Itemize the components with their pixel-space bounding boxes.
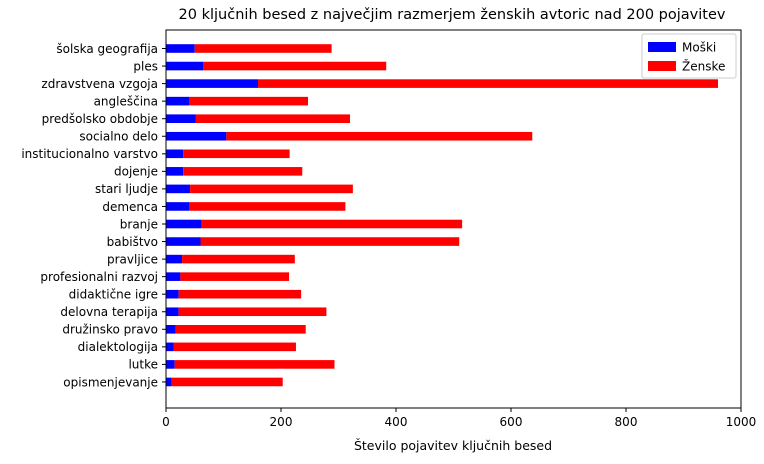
bar-moski (166, 289, 179, 299)
x-tick-label: 800 (615, 415, 638, 429)
bar-moski (166, 44, 195, 53)
x-tick-label: 600 (500, 415, 523, 429)
bar-moski (166, 219, 202, 229)
bar-moski (166, 272, 181, 281)
bar-moski (166, 325, 176, 334)
bar-moski (166, 202, 189, 211)
x-tick-label: 400 (385, 415, 408, 429)
bar-zenske (203, 61, 387, 71)
legend-label: Moški (682, 41, 716, 55)
bar-moski (166, 377, 172, 387)
bar-zenske (195, 114, 350, 123)
bar-moski (166, 61, 204, 71)
x-tick-label: 0 (162, 415, 170, 429)
bar-zenske (183, 167, 303, 176)
bar-zenske (226, 131, 533, 141)
bar-zenske (175, 325, 306, 334)
bar-moski (166, 237, 201, 246)
y-tick-label: didaktične igre (69, 288, 158, 302)
bar-moski (166, 307, 179, 317)
bar-moski (166, 79, 258, 88)
bar-zenske (189, 96, 309, 106)
y-tick-label: pravljice (107, 252, 158, 266)
bar-zenske (180, 272, 290, 281)
bar-zenske (171, 377, 283, 387)
bar-zenske (178, 307, 327, 317)
y-tick-label: predšolsko obdobje (42, 112, 158, 126)
bar-zenske (174, 360, 335, 369)
y-tick-label: dojenje (114, 165, 158, 179)
y-tick-label: dialektologija (78, 340, 158, 354)
y-tick-label: ples (133, 59, 158, 73)
y-tick-label: branje (120, 217, 158, 231)
y-tick-label: babištvo (107, 235, 158, 249)
plot-frame (165, 29, 742, 409)
bar-moski (166, 342, 174, 352)
bar-zenske (178, 289, 302, 299)
x-tick-label: 200 (270, 415, 293, 429)
bar-zenske (182, 254, 295, 264)
legend-swatch (648, 42, 676, 52)
bar-zenske (258, 79, 718, 88)
y-tick-label: institucionalno varstvo (21, 147, 158, 161)
bar-zenske (183, 149, 290, 159)
bars-layer (166, 44, 718, 387)
bar-zenske (190, 184, 353, 194)
x-tick-label: 1000 (726, 415, 757, 429)
y-tick-label: demenca (102, 200, 158, 214)
y-tick-label: socialno delo (79, 130, 158, 144)
y-tick-label: zdravstvena vzgoja (41, 77, 158, 91)
x-axis: 0 200 400 600 800 1000 (162, 408, 756, 429)
bar-moski (166, 360, 175, 369)
bar-zenske (200, 237, 460, 246)
y-axis: šolska geografija ples zdravstvena vzgoja a… (21, 42, 166, 389)
bar-zenske (201, 219, 463, 229)
x-axis-label: Število pojavitev ključnih besed (354, 438, 552, 453)
bar-moski (166, 96, 189, 106)
y-tick-label: družinsko pravo (62, 323, 158, 337)
y-tick-label: profesionalni razvoj (40, 270, 158, 284)
bar-moski (166, 167, 184, 176)
y-tick-label: angleščina (94, 94, 158, 108)
bar-zenske (189, 202, 346, 211)
y-tick-label: delovna terapija (60, 305, 158, 319)
legend-swatch (648, 61, 676, 71)
y-tick-label: opismenjevanje (63, 375, 158, 389)
bar-moski (166, 254, 183, 264)
bar-moski (166, 149, 184, 159)
bar-moski (166, 114, 196, 123)
bar-zenske (194, 44, 332, 53)
legend-label: Ženske (682, 59, 725, 74)
bar-moski (166, 184, 191, 194)
chart-title: 20 ključnih besed z največjim razmerjem … (179, 7, 726, 23)
bar-moski (166, 131, 227, 141)
y-tick-label: lutke (128, 358, 158, 372)
bar-zenske (173, 342, 296, 352)
y-tick-label: šolska geografija (56, 42, 158, 56)
legend: Moški Ženske (641, 33, 737, 79)
y-tick-label: stari ljudje (95, 182, 158, 196)
